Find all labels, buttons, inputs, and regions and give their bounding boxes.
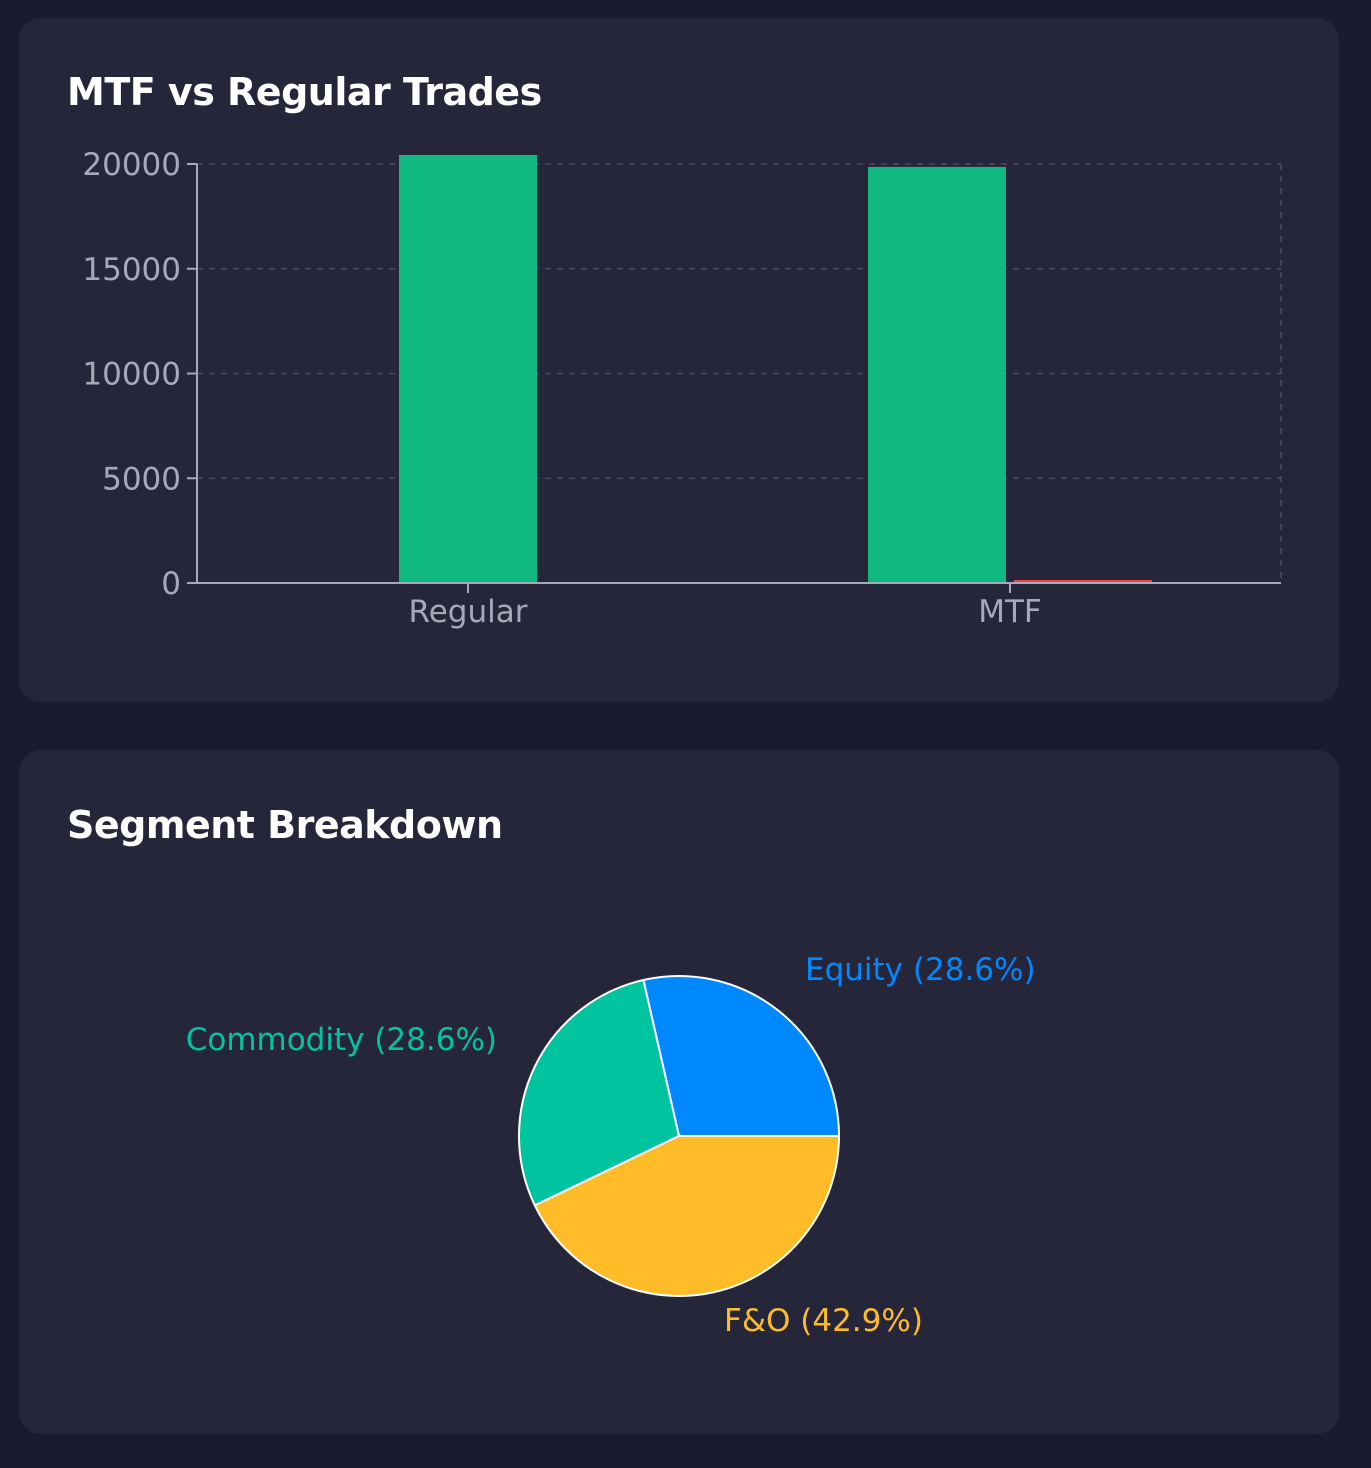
pie-label: F&O (42.9%) (724, 1303, 923, 1339)
x-tick-label: Regular (409, 594, 528, 630)
pie-label: Commodity (28.6%) (186, 1022, 497, 1058)
y-tick-label: 0 (161, 566, 181, 602)
pie-slice-fo (533, 1135, 841, 1297)
y-tick-label: 20000 (82, 147, 181, 183)
pie-chart-title: Segment Breakdown (67, 803, 503, 847)
y-tick-label: 10000 (82, 357, 181, 393)
bar-chart-title: MTF vs Regular Trades (67, 70, 542, 114)
bar-green-regular (399, 154, 537, 583)
pie-chart-card: Segment Breakdown (19, 750, 1339, 1434)
pie-slice-commodity (518, 978, 681, 1207)
pie-label: Equity (28.6%) (805, 952, 1036, 988)
x-tick-label: MTF (978, 594, 1042, 630)
bar-red-mtf (1014, 580, 1152, 583)
y-tick-label: 15000 (82, 252, 181, 288)
bar-chart-card: MTF vs Regular Trades (19, 18, 1339, 702)
bar-green-mtf (868, 166, 1006, 584)
y-tick-label: 5000 (102, 461, 181, 497)
bar-chart: 0 5000 10000 15000 20000 Regular MTF (82, 147, 1282, 630)
pie-slice-equity (642, 975, 841, 1137)
